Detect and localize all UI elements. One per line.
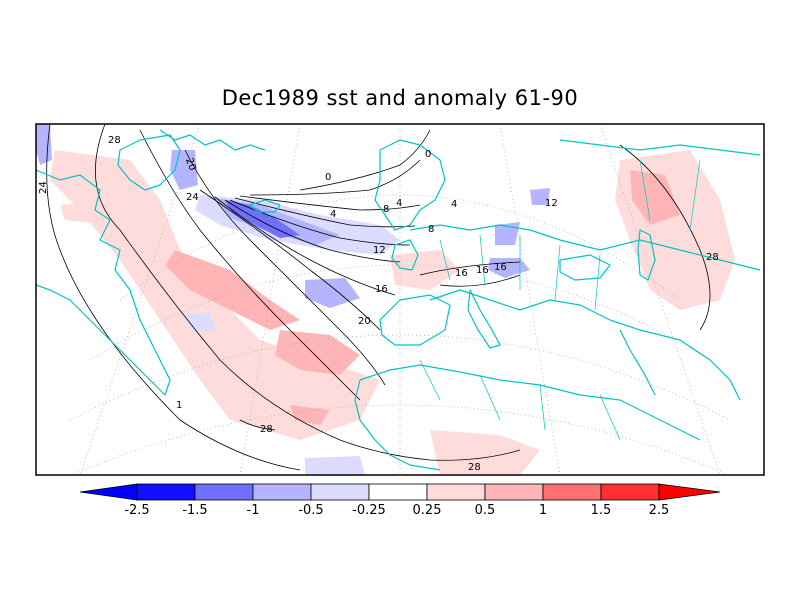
contour-label: 12 (545, 198, 558, 209)
coastline-iceland (249, 199, 281, 213)
colorbar-bin (252, 483, 312, 501)
colorbar-label: 0.5 (474, 503, 496, 518)
contour-label: 0 (325, 172, 331, 183)
colorbar-label: -2.5 (124, 503, 150, 518)
colorbar-label: 1 (538, 503, 548, 518)
colorbar-bin (368, 483, 428, 501)
contour-label: 28 (260, 424, 273, 435)
anomaly-positive-region (630, 170, 680, 225)
contour-label: 8 (383, 204, 389, 215)
coastlines (36, 129, 761, 471)
contour-label: 1 (176, 400, 182, 411)
coastline-iberia (379, 294, 451, 346)
coastline-greenland (117, 134, 181, 191)
contour-label: 28 (468, 462, 481, 473)
colorbar-bin (310, 483, 370, 501)
graticule (69, 124, 731, 475)
coastline-arabia (639, 329, 741, 401)
anomaly-positive-region (60, 200, 140, 225)
colorbar-bin (194, 483, 254, 501)
coastline-north-africa (359, 364, 701, 441)
contour-label: 28 (108, 135, 121, 146)
colorbar-label: -1 (246, 503, 260, 518)
coastline-black-sea (559, 254, 611, 281)
map-frame (35, 123, 765, 476)
colorbar-label: 2.5 (648, 503, 670, 518)
contour-label: 12 (373, 245, 386, 256)
coastline-europe (409, 224, 761, 271)
border-lines (419, 159, 701, 441)
contour-label: 28 (706, 252, 719, 263)
contour-label: 24 (38, 181, 49, 194)
contour-label: 16 (494, 262, 507, 273)
contour-label: 16 (375, 284, 388, 295)
coastline-british-isles (391, 239, 419, 271)
coastline-west-africa (354, 379, 441, 471)
colorbar-bin (600, 483, 660, 501)
colorbar-high-arrow (658, 483, 721, 501)
contour-labels: 28 24 20 24 0 4 8 12 16 20 0 4 8 12 16 1… (38, 135, 719, 473)
map-title: Dec1989 sst and anomaly 61-90 (221, 86, 579, 110)
contour-label: 4 (330, 209, 336, 220)
coastline-arctic-islands (159, 129, 266, 151)
anomaly-negative-region (225, 200, 300, 238)
colorbar-label: 1.5 (590, 503, 612, 518)
colorbar-bin (542, 483, 602, 501)
colorbar-bin (136, 483, 196, 501)
anomaly-negative-region (185, 312, 215, 332)
coastline-red-sea (619, 329, 656, 396)
colorbar-label: -0.5 (298, 503, 324, 518)
contour-label: 4 (451, 199, 457, 210)
sst-contours (46, 124, 711, 471)
colorbar-label: 0.25 (412, 503, 442, 518)
anomaly-positive-region (390, 250, 460, 290)
coastline-asia (559, 139, 761, 156)
contour-label: 16 (476, 265, 489, 276)
anomaly-positive-region (430, 430, 540, 475)
colorbar-low-arrow (79, 483, 138, 501)
contour-label: 8 (428, 224, 434, 235)
coastline-scandinavia (374, 139, 446, 231)
coastline-mediterranean (429, 289, 641, 331)
contour-label: 24 (186, 192, 199, 203)
colorbar-label: -1.5 (182, 503, 208, 518)
coastline-caspian (637, 229, 656, 281)
colorbar (79, 483, 721, 501)
anomaly-negative-region (530, 188, 550, 205)
contour-label: 20 (358, 316, 371, 327)
colorbar-label: -0.25 (352, 503, 386, 518)
contour-label: 16 (455, 268, 468, 279)
anomaly-negative-region (305, 278, 360, 308)
anomaly-positive-region (275, 330, 360, 375)
anomaly-shading (36, 124, 735, 475)
coastline-italy (467, 289, 501, 349)
colorbar-bin (484, 483, 544, 501)
contour-label: 4 (396, 198, 402, 209)
anomaly-negative-region (36, 124, 52, 165)
anomaly-positive-region (165, 250, 300, 330)
anomaly-negative-region (305, 456, 365, 475)
contour-label: 20 (183, 157, 198, 173)
contour-label: 0 (425, 149, 431, 160)
coastline-north-america (36, 169, 171, 396)
colorbar-bin (426, 483, 486, 501)
